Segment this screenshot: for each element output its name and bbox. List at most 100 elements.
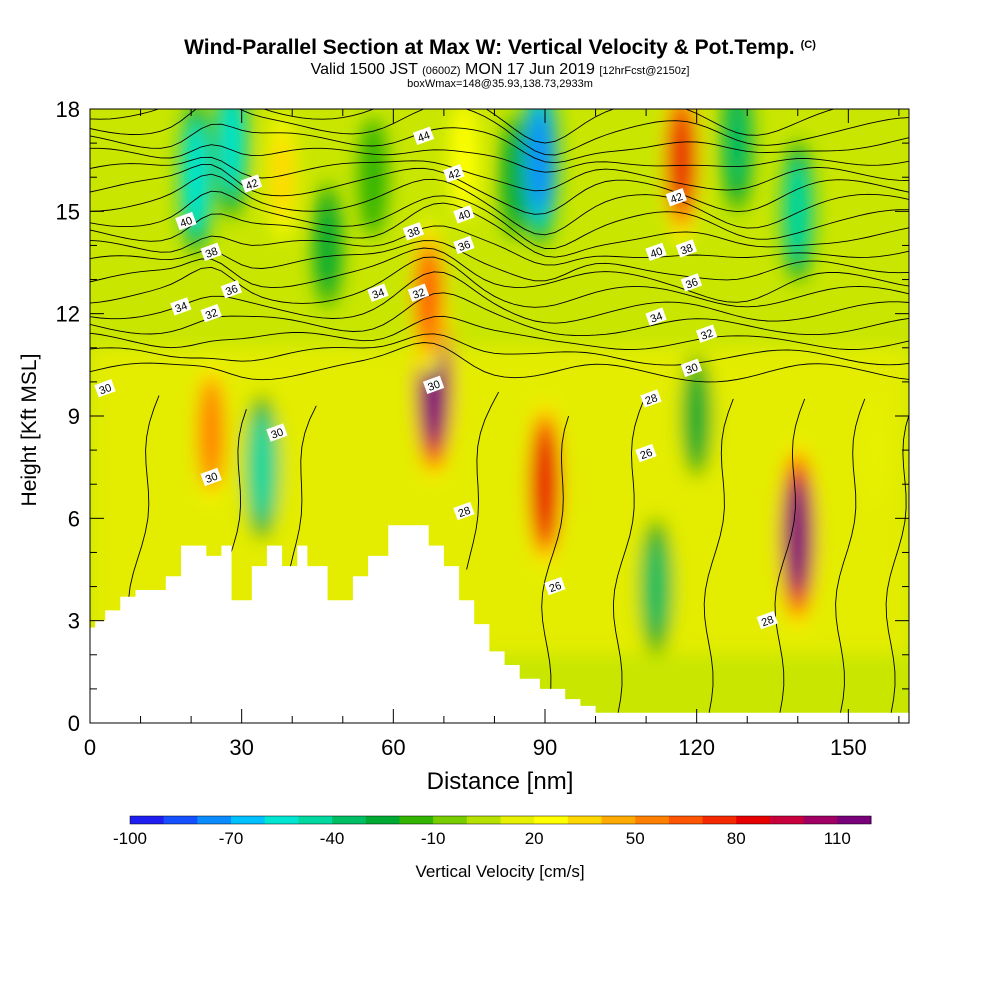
contour-label-text: 36	[224, 283, 240, 298]
contour-label-text: 30	[684, 361, 700, 376]
colorbar-swatch	[163, 816, 198, 824]
colorbar-swatch	[264, 816, 299, 824]
colorbar-tick-label: -10	[421, 829, 446, 848]
contour-label: 30	[94, 379, 116, 398]
y-tick-label: 9	[68, 404, 80, 429]
colorbar: -100 -70 -40 -10 20 50 80 110	[113, 815, 872, 848]
colorbar-frame	[129, 815, 872, 825]
valid-date: MON 17 Jun 2019	[465, 61, 595, 78]
contour-label-text: 40	[649, 245, 665, 260]
isentrope	[90, 240, 909, 282]
contour-label-text: 42	[447, 167, 463, 182]
contour-label-text: 40	[179, 215, 195, 230]
contour-label: 38	[200, 242, 222, 261]
contour-label: 28	[453, 501, 475, 521]
chart-title-main: Wind-Parallel Section at Max W: Vertical…	[184, 36, 795, 59]
contour-label: 28	[640, 389, 662, 408]
contour-label-text: 32	[699, 327, 715, 342]
colorbar-label: Vertical Velocity [cm/s]	[415, 862, 585, 881]
colorbar-swatch	[365, 816, 400, 824]
colorbar-swatch	[837, 816, 872, 824]
x-tick-label: 150	[830, 735, 867, 760]
contour-label: 28	[756, 611, 778, 630]
isentrope	[90, 315, 909, 350]
colorbar-swatch	[466, 816, 501, 824]
contour-label: 32	[695, 324, 718, 343]
y-tick-label: 3	[68, 609, 80, 634]
isentrope	[90, 164, 909, 215]
isentrope	[885, 413, 909, 713]
velocity-cell	[781, 140, 815, 283]
x-tick-label: 60	[381, 735, 405, 760]
velocity-cell	[178, 109, 214, 255]
contour-label-text: 26	[548, 580, 564, 595]
contour-label-text: 28	[644, 392, 660, 407]
contour-label-text: 30	[270, 426, 286, 441]
y-tick-label: 6	[68, 506, 80, 531]
box-wmax-info: boxWmax=148@35.93,138.73,2933m	[407, 78, 593, 90]
chart-title: Wind-Parallel Section at Max W: Vertical…	[0, 36, 1000, 60]
contour-label-text: 38	[406, 225, 422, 240]
contour-label-text: 30	[204, 471, 220, 486]
contour-label-text: 28	[457, 505, 473, 520]
colorbar-swatch	[803, 816, 838, 824]
isentrope	[90, 173, 909, 236]
contour-label-text: 34	[649, 310, 665, 325]
contour-label-text: 36	[457, 239, 473, 254]
isentrope	[774, 398, 806, 713]
terrain-mask	[90, 525, 909, 723]
contour-label: 38	[675, 239, 698, 258]
colorbar-tick-label: -40	[320, 829, 345, 848]
contour-label-text: 36	[684, 276, 700, 291]
y-tick-label: 18	[56, 97, 80, 122]
contour-label: 32	[407, 283, 430, 302]
velocity-cell	[448, 109, 480, 225]
colorbar-swatch	[702, 816, 737, 824]
isentrope	[90, 144, 909, 173]
velocity-cell	[662, 109, 701, 250]
x-axis-label: Distance [nm]	[426, 768, 574, 795]
contour-label: 38	[402, 222, 425, 241]
isentrope	[90, 333, 909, 366]
valid-zulu: (0600Z)	[422, 65, 461, 77]
contour-label: 34	[170, 297, 192, 316]
isentrope	[466, 391, 499, 570]
colorbar-swatch	[635, 816, 670, 824]
velocity-cell	[411, 216, 447, 377]
isentrope	[90, 256, 909, 308]
copyright-tag: (C)	[800, 39, 816, 51]
contour-label: 26	[635, 443, 657, 463]
isentrope	[90, 247, 909, 303]
colorbar-swatch	[231, 816, 266, 824]
valid-time: Valid 1500 JST	[310, 61, 418, 78]
velocity-cell	[777, 432, 819, 638]
colorbar-swatch	[668, 816, 704, 824]
contour-label: 36	[220, 280, 243, 299]
x-tick-label: 120	[678, 735, 715, 760]
x-tick-label: 0	[84, 735, 96, 760]
colorbar-tick-label: 80	[727, 829, 746, 848]
contour-label: 32	[200, 304, 222, 323]
contour-label-text: 26	[639, 447, 655, 462]
colorbar-swatch	[332, 816, 367, 824]
y-tick-label: 12	[56, 302, 80, 327]
theta-contour-labels: 44 42 42 42 40 40 40 38 38 38 36 36 36 34 34 34 32 32 32 30…	[94, 126, 778, 630]
velocity-blobs	[90, 109, 909, 656]
contour-label-text: 38	[679, 242, 695, 257]
isentrope	[90, 190, 909, 249]
contour-label: 30	[266, 423, 288, 442]
colorbar-tick-label: -100	[113, 829, 147, 848]
colorbar-swatch	[601, 816, 636, 824]
isentrope	[703, 398, 734, 713]
contour-label: 44	[412, 126, 435, 146]
contour-label: 34	[645, 307, 667, 326]
colorbar-swatch	[130, 816, 165, 824]
y-tick-label: 0	[68, 711, 80, 736]
isentrope	[90, 342, 909, 383]
contour-label: 36	[680, 273, 703, 292]
colorbar-swatch	[567, 816, 603, 824]
colorbar-swatch	[197, 816, 232, 824]
isentrope	[90, 109, 836, 144]
isentrope	[90, 123, 909, 164]
